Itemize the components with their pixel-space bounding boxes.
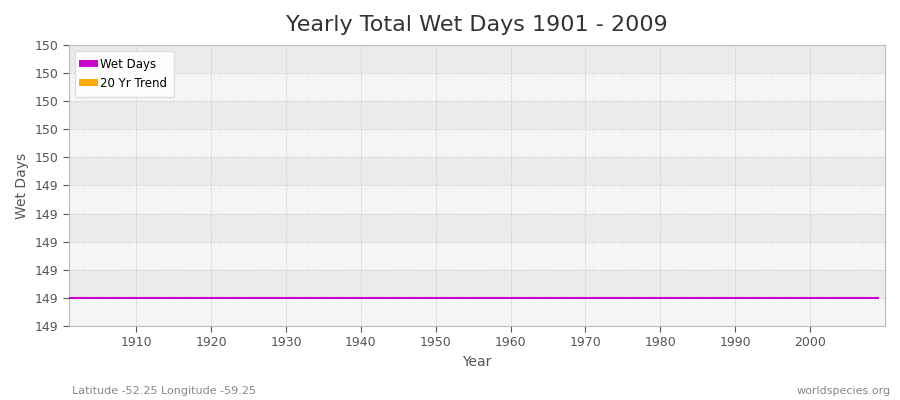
Wet Days bbox=[288, 296, 299, 300]
Bar bbox=[68, 214, 885, 242]
Text: worldspecies.org: worldspecies.org bbox=[796, 386, 891, 396]
Wet Days bbox=[872, 296, 883, 300]
Wet Days bbox=[63, 296, 74, 300]
20 Yr Trend bbox=[498, 296, 508, 300]
Text: Latitude -52.25 Longitude -59.25: Latitude -52.25 Longitude -59.25 bbox=[72, 386, 256, 396]
20 Yr Trend bbox=[872, 296, 883, 300]
20 Yr Trend bbox=[505, 296, 516, 300]
Title: Yearly Total Wet Days 1901 - 2009: Yearly Total Wet Days 1901 - 2009 bbox=[286, 15, 668, 35]
Bar bbox=[68, 298, 885, 326]
Y-axis label: Wet Days: Wet Days bbox=[15, 152, 29, 218]
20 Yr Trend bbox=[288, 296, 299, 300]
Bar bbox=[68, 157, 885, 186]
Wet Days bbox=[123, 296, 134, 300]
Wet Days bbox=[595, 296, 606, 300]
Wet Days bbox=[498, 296, 508, 300]
Wet Days bbox=[333, 296, 344, 300]
Legend: Wet Days, 20 Yr Trend: Wet Days, 20 Yr Trend bbox=[75, 51, 174, 97]
Bar bbox=[68, 73, 885, 101]
20 Yr Trend bbox=[63, 296, 74, 300]
Wet Days bbox=[505, 296, 516, 300]
20 Yr Trend bbox=[333, 296, 344, 300]
Bar bbox=[68, 129, 885, 157]
20 Yr Trend bbox=[595, 296, 606, 300]
Bar bbox=[68, 186, 885, 214]
Bar bbox=[68, 45, 885, 73]
Bar bbox=[68, 101, 885, 129]
Bar bbox=[68, 242, 885, 270]
X-axis label: Year: Year bbox=[463, 355, 491, 369]
Bar bbox=[68, 270, 885, 298]
20 Yr Trend bbox=[123, 296, 134, 300]
